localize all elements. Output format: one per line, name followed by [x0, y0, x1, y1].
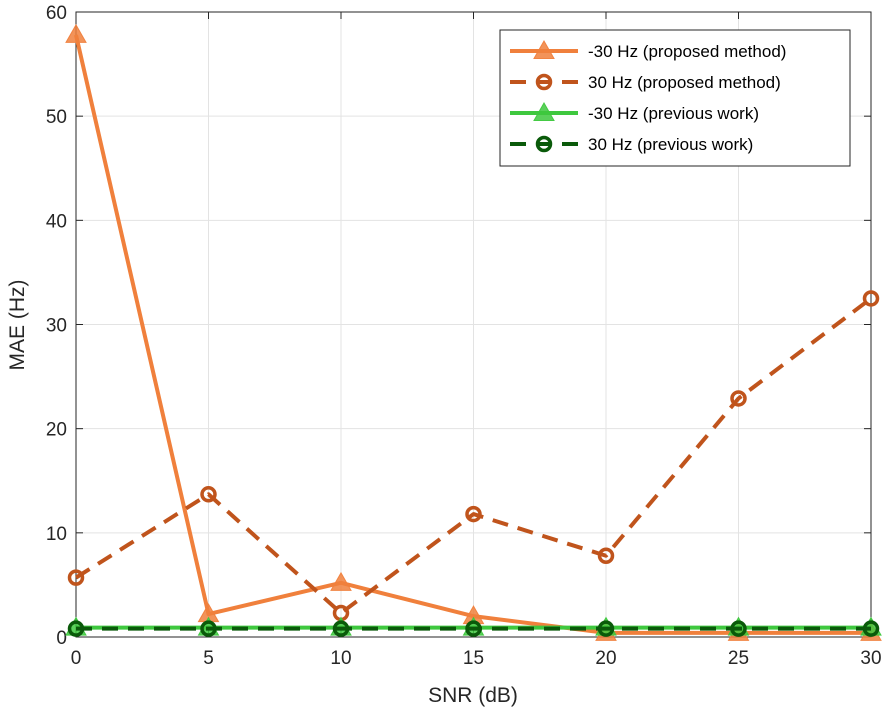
legend-entry-4: 30 Hz (previous work) [510, 135, 753, 154]
x-tick-label: 15 [463, 648, 484, 669]
x-tick-label: 20 [595, 648, 616, 669]
legend-label-4: 30 Hz (previous work) [588, 135, 753, 154]
legend-entry-1: -30 Hz (proposed method) [510, 39, 786, 61]
legend-marker-2 [535, 73, 553, 91]
data-point-2-7 [862, 290, 880, 307]
data-point-2-6 [730, 390, 747, 407]
y-tick-label: 20 [46, 420, 67, 441]
legend-marker-4 [535, 135, 553, 153]
series-4 [67, 620, 880, 637]
data-point-4-2 [200, 620, 217, 637]
y-axis-label: MAE (Hz) [6, 280, 29, 371]
data-point-2-2 [200, 486, 217, 503]
series-2 [67, 290, 880, 622]
legend-marker-3 [533, 101, 555, 121]
x-tick-label: 30 [860, 648, 881, 669]
x-tick-label: 10 [330, 648, 351, 669]
legend-entry-2: 30 Hz (proposed method) [510, 73, 781, 92]
data-point-4-3 [332, 620, 350, 637]
y-tick-label: 10 [46, 524, 67, 545]
y-tick-label: 40 [46, 211, 67, 232]
data-point-2-4 [465, 505, 482, 523]
series-line-2 [74, 296, 873, 616]
x-tick-label: 0 [71, 648, 82, 669]
y-tick-label: 30 [46, 316, 67, 337]
data-point-4-1 [67, 620, 85, 637]
legend-label-1: -30 Hz (proposed method) [588, 42, 786, 61]
data-point-4-4 [465, 620, 482, 637]
y-tick-label: 60 [46, 3, 67, 24]
data-point-1-1 [65, 23, 87, 43]
legend-entry-3: -30 Hz (previous work) [510, 101, 759, 123]
series-layer [65, 23, 882, 641]
data-point-4-5 [597, 620, 615, 637]
legend-label-3: -30 Hz (previous work) [588, 104, 759, 123]
x-tick-label: 5 [203, 648, 214, 669]
axes: 0 5 10 15 20 25 30 0 10 20 30 40 50 60 [46, 3, 882, 669]
data-point-1-3 [330, 571, 352, 591]
y-tick-label: 0 [56, 628, 67, 649]
x-tick-label: 25 [728, 648, 749, 669]
data-point-2-5 [597, 547, 615, 564]
y-tick-label: 50 [46, 107, 67, 128]
data-point-2-1 [67, 569, 85, 586]
legend: -30 Hz (proposed method) 30 Hz (proposed … [499, 29, 851, 167]
legend-label-2: 30 Hz (proposed method) [588, 73, 781, 92]
legend-marker-1 [533, 39, 555, 59]
data-point-4-6 [730, 620, 747, 637]
data-point-4-7 [862, 620, 880, 637]
x-axis-label: SNR (dB) [428, 684, 518, 707]
